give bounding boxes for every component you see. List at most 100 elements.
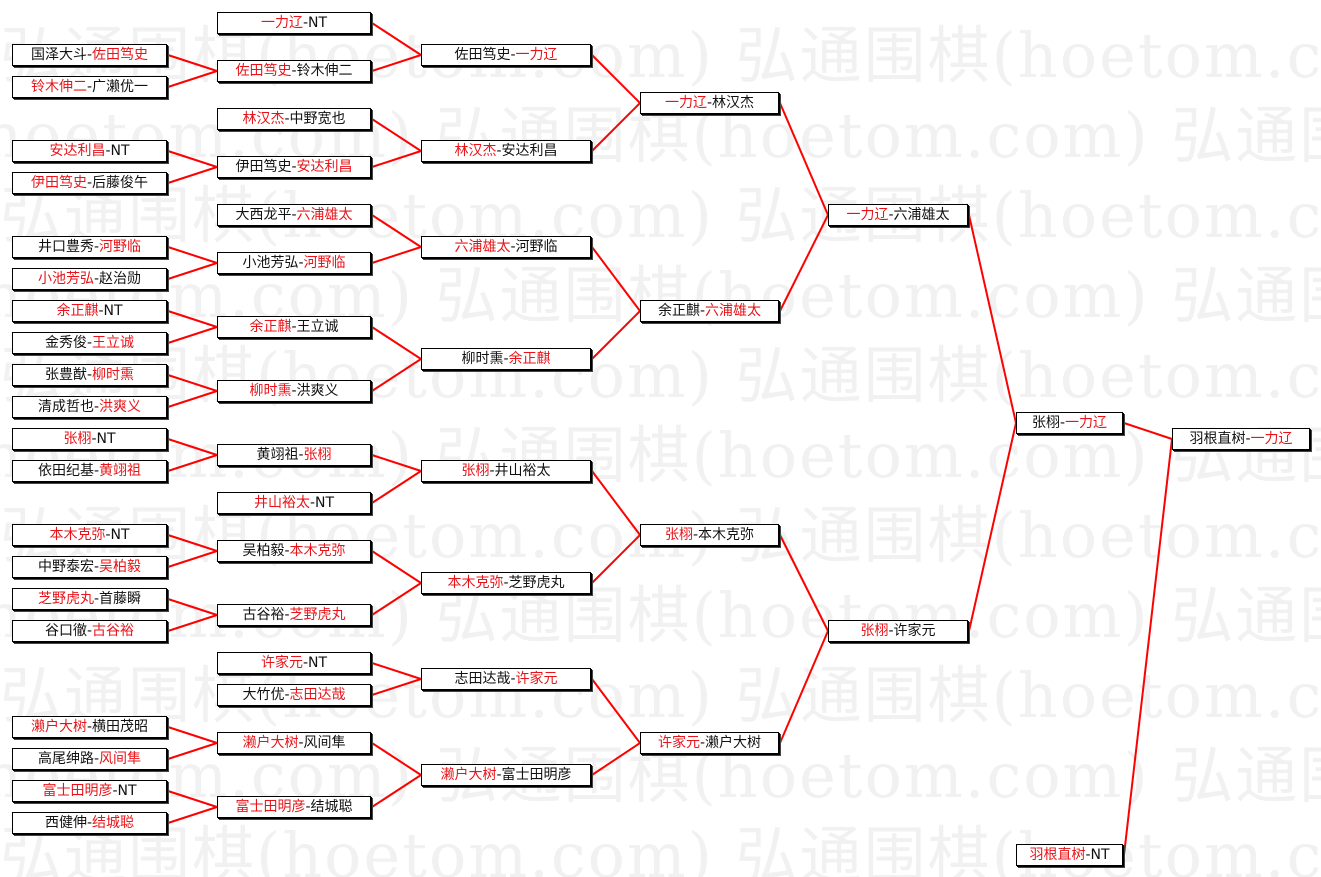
separator: - (91, 431, 97, 447)
match-box: 高尾绅路-风间隼 (12, 748, 167, 770)
separator: - (503, 575, 509, 591)
player-b: 风间隼 (303, 735, 346, 751)
match-box: 吴柏毅-本木克弥 (217, 540, 371, 562)
match-box: 濑户大树-横田茂昭 (12, 716, 167, 738)
separator: - (93, 751, 100, 767)
separator: - (1245, 431, 1251, 447)
player-b: 佐田笃史 (92, 47, 149, 63)
player-a: 伊田笃史 (235, 159, 292, 175)
player-b: 后藤俊午 (92, 175, 149, 191)
separator: - (291, 159, 297, 175)
match-box: 本木克弥-NT (12, 524, 167, 546)
bracket-connector (167, 390, 218, 408)
separator: - (699, 735, 706, 751)
player-b: 洪爽义 (296, 383, 339, 399)
separator: - (510, 671, 516, 687)
player-b: 首藤瞬 (99, 591, 142, 607)
match-box: 张栩-一力辽 (1016, 412, 1123, 434)
separator: - (86, 335, 93, 351)
player-b: 井山裕太 (494, 463, 551, 479)
player-a: 柳时熏 (461, 351, 504, 367)
separator: - (284, 111, 290, 127)
player-b: 铃木伸二 (296, 63, 353, 79)
match-box: 林汉杰-安达利昌 (421, 140, 591, 162)
separator: - (98, 303, 104, 319)
separator: - (888, 207, 894, 223)
player-a: 张栩 (860, 623, 889, 639)
bracket-connector (371, 246, 422, 264)
player-a: 清成哲也 (37, 399, 94, 415)
player-a: 小池芳弘 (37, 271, 94, 287)
bracket-connector (371, 774, 422, 808)
separator: - (510, 47, 516, 63)
match-box: 依田纪基-黄翊祖 (12, 460, 167, 482)
bracket-connector (1123, 422, 1173, 440)
bracket-connector (968, 422, 1017, 632)
match-box: 一力辽-NT (217, 12, 371, 34)
player-a: 小池芳弘 (242, 255, 299, 271)
bracket-connector (371, 678, 422, 696)
separator: - (86, 815, 93, 831)
bracket-connector (167, 150, 218, 168)
match-box: 清成哲也-洪爽义 (12, 396, 167, 418)
player-a: 张豊猷 (44, 367, 87, 383)
player-a: 本木克弥 (49, 527, 106, 543)
player-a: 余正麒 (56, 303, 99, 319)
player-a: 濑户大树 (30, 719, 87, 735)
match-box: 张栩-本木克弥 (640, 524, 779, 546)
bracket-connector (779, 630, 829, 744)
bracket-connector (591, 102, 641, 152)
player-b: NT (110, 143, 130, 159)
player-a: 张栩 (461, 463, 490, 479)
player-b: 安达利昌 (296, 159, 353, 175)
bracket-connector (591, 470, 641, 536)
player-a: 本木克弥 (447, 575, 504, 591)
separator: - (291, 319, 297, 335)
separator: - (105, 143, 111, 159)
bracket-connector (371, 54, 422, 72)
match-box: 一力辽-林汉杰 (640, 92, 779, 114)
match-box: 小池芳弘-赵治勋 (12, 268, 167, 290)
player-a: 谷口徹 (44, 623, 87, 639)
player-b: 横田茂昭 (92, 719, 149, 735)
separator: - (302, 655, 309, 671)
separator: - (888, 623, 894, 639)
bracket-connector (591, 534, 641, 584)
separator: - (93, 239, 100, 255)
player-a: 佐田笃史 (235, 63, 292, 79)
separator: - (284, 607, 290, 623)
separator: - (496, 143, 502, 159)
match-box: 张栩-NT (12, 428, 167, 450)
player-b: 风间隼 (99, 751, 142, 767)
separator: - (93, 559, 100, 575)
separator: - (86, 623, 93, 639)
match-box: 张豊猷-柳时熏 (12, 364, 167, 386)
player-b: NT (103, 303, 123, 319)
player-a: 许家元 (657, 735, 700, 751)
match-box: 柳时熏-余正麒 (421, 348, 591, 370)
separator: - (291, 63, 297, 79)
bracket-connector (371, 662, 422, 680)
bracket-connector (167, 598, 218, 616)
separator: - (298, 255, 304, 271)
player-a: 古谷裕 (242, 607, 285, 623)
bracket-connector (1123, 438, 1173, 856)
player-b: 结城聪 (92, 815, 135, 831)
separator: - (105, 527, 111, 543)
separator: - (112, 783, 118, 799)
separator: - (298, 735, 304, 751)
bracket-connector (167, 534, 218, 552)
player-b: 河野临 (303, 255, 346, 271)
player-b: 本木克弥 (698, 527, 755, 543)
bracket-connector (371, 214, 422, 248)
match-box: 小池芳弘-河野临 (217, 252, 371, 274)
separator: - (699, 303, 706, 319)
player-b: NT (308, 655, 328, 671)
player-a: 林汉杰 (242, 111, 285, 127)
bracket-connector (167, 310, 218, 328)
match-box: 铃木伸二-广濑优一 (12, 76, 167, 98)
separator: - (692, 527, 699, 543)
bracket-connector (779, 534, 829, 632)
match-box: 许家元-濑户大树 (640, 732, 779, 754)
player-b: 河野临 (515, 239, 558, 255)
